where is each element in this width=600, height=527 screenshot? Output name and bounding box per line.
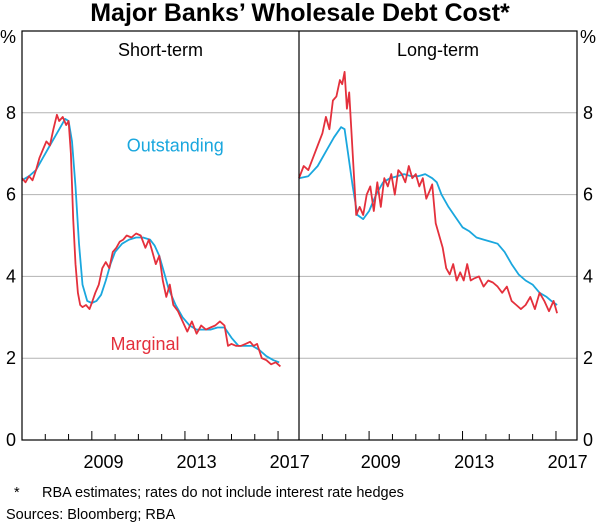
- chart-labels: % % 0 0 2 2 4 4 6 6 8 8 Short-term 2009 2013 2017 Outsta…: [0, 27, 596, 472]
- y-unit-left: %: [0, 27, 16, 47]
- y-tick-right-8: 8: [583, 103, 593, 123]
- y-tick-right-2: 2: [583, 348, 593, 368]
- y-unit-right: %: [580, 27, 596, 47]
- y-tick-left-4: 4: [6, 266, 16, 286]
- y-tick-right-4: 4: [583, 266, 593, 286]
- x-tick-label-short-term-2009: 2009: [83, 452, 123, 472]
- y-tick-left-0: 0: [6, 430, 16, 450]
- series-annotation-marginal: Marginal: [110, 334, 179, 354]
- series-short-term-outstanding: [21, 118, 280, 364]
- footnote-marker: *: [14, 485, 20, 501]
- x-tick-label-long-term-2009: 2009: [361, 452, 401, 472]
- series-short-term-marginal: [21, 113, 281, 368]
- y-tick-left-6: 6: [6, 185, 16, 205]
- x-tick-label-long-term-2013: 2013: [454, 452, 494, 472]
- x-tick-label-long-term-2017: 2017: [548, 452, 588, 472]
- footnote: * RBA estimates; rates do not include int…: [0, 484, 404, 502]
- x-tick-label-short-term-2013: 2013: [177, 452, 217, 472]
- chart-frame: [21, 30, 578, 441]
- figure-title: Major Banks’ Wholesale Debt Cost*: [90, 0, 510, 27]
- series-long-term-marginal: [298, 71, 558, 314]
- panel-title-long-term: Long-term: [397, 40, 479, 60]
- x-tick-label-short-term-2017: 2017: [270, 452, 310, 472]
- footnote-text: RBA estimates; rates do not include inte…: [42, 485, 404, 501]
- y-tick-left-2: 2: [6, 348, 16, 368]
- panel-title-short-term: Short-term: [118, 40, 203, 60]
- sources-note: Sources: Bloomberg; RBA: [6, 507, 176, 523]
- y-tick-right-0: 0: [583, 430, 593, 450]
- y-tick-left-8: 8: [6, 103, 16, 123]
- series-long-term-outstanding: [298, 126, 558, 306]
- y-tick-right-6: 6: [583, 185, 593, 205]
- series-lines: [21, 71, 558, 368]
- series-annotation-outstanding: Outstanding: [127, 136, 224, 156]
